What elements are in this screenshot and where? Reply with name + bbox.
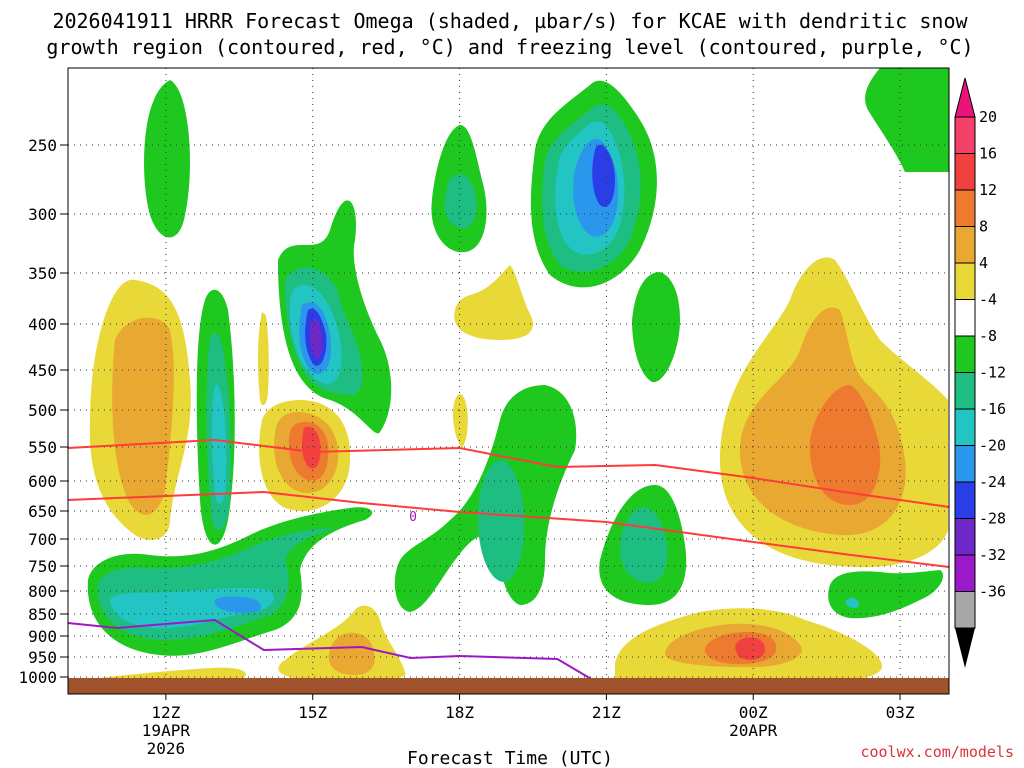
dendritic-contour-upper	[68, 438, 949, 508]
y-tick-label: 1000	[18, 668, 57, 687]
y-tick-label: 700	[28, 530, 57, 549]
y-tick-label: 650	[28, 502, 57, 521]
omega-region-pos4	[454, 265, 533, 340]
omega-region-neg12	[845, 597, 860, 609]
y-tick-label: 450	[28, 361, 57, 380]
omega-region-pos8	[112, 317, 174, 515]
colorbar-swatch	[954, 153, 976, 191]
omega-region-neg20	[592, 144, 615, 208]
omega-region-neg8	[478, 460, 525, 582]
x-tick-label: 00Z	[739, 703, 768, 722]
colorbar-bottom-arrow	[955, 628, 975, 668]
y-tick-label: 350	[28, 264, 57, 283]
freezing-level-contour	[68, 618, 754, 694]
dendritic-contour-lower	[68, 490, 949, 568]
omega-region-neg12	[211, 384, 227, 504]
omega-region-neg8	[444, 173, 477, 229]
colorbar-tick-label: -16	[979, 400, 1006, 418]
x-date-label: 19APR	[142, 721, 191, 740]
colorbar-top-arrow	[954, 77, 976, 118]
colorbar-tick-label: -12	[979, 364, 1006, 382]
colorbar-tick-label: 20	[979, 108, 997, 126]
x-tick-label: 18Z	[445, 703, 474, 722]
omega-region-neg24	[309, 318, 323, 359]
x-tick-label: 12Z	[151, 703, 180, 722]
x-tick-label: 03Z	[886, 703, 915, 722]
contours: 0	[68, 438, 949, 694]
colorbar-tick-label: 16	[979, 145, 997, 163]
y-tick-label: 800	[28, 582, 57, 601]
colorbar-tick-label: -4	[979, 291, 997, 309]
omega-region-neg4	[632, 272, 680, 383]
colorbar-swatch	[954, 554, 976, 592]
y-axis: 250 300 350 400 450 500 550 600 650 700 750 800 850 9…	[18, 136, 68, 687]
omega-region-pos16	[302, 426, 321, 469]
y-tick-label: 600	[28, 472, 57, 491]
colorbar-tick-label: -28	[979, 510, 1006, 528]
y-tick-label: 500	[28, 401, 57, 420]
y-tick-label: 250	[28, 136, 57, 155]
colorbar: 20 16 12 8 4 -4 -8 -12 -16 -20 -24 -28 -32 -36	[954, 77, 1006, 668]
plot-frame	[67, 67, 950, 695]
y-tick-label: 300	[28, 205, 57, 224]
x-date-label: 20APR	[729, 721, 778, 740]
colorbar-swatch	[954, 116, 976, 154]
colorbar-swatch	[954, 445, 976, 483]
y-tick-label: 900	[28, 627, 57, 646]
omega-region-neg16	[214, 596, 262, 613]
colorbar-tick-label: -8	[979, 327, 997, 345]
colorbar-tick-label: -24	[979, 473, 1006, 491]
chart-title-line2: growth region (contoured, red, °C) and f…	[46, 35, 973, 59]
colorbar-swatch	[954, 481, 976, 519]
colorbar-swatch	[954, 335, 976, 373]
omega-region-pos12	[809, 385, 881, 505]
plot-area: 0	[68, 68, 949, 694]
omega-region-neg4	[144, 80, 190, 238]
omega-region-pos16	[735, 637, 766, 660]
x-year-label: 2026	[147, 739, 186, 758]
colorbar-tick-label: 8	[979, 218, 988, 236]
colorbar-swatch	[954, 591, 976, 629]
colorbar-swatch	[954, 518, 976, 556]
y-tick-label: 750	[28, 557, 57, 576]
ground-surface	[68, 678, 949, 694]
colorbar-swatch	[954, 189, 976, 227]
colorbar-swatch	[954, 226, 976, 264]
chart-title-line1: 2026041911 HRRR Forecast Omega (shaded, …	[52, 9, 968, 33]
y-tick-label: 550	[28, 438, 57, 457]
colorbar-swatch	[954, 262, 976, 300]
credit-text: coolwx.com/models	[860, 743, 1014, 761]
y-tick-label: 850	[28, 605, 57, 624]
colorbar-swatch	[954, 408, 976, 446]
colorbar-tick-label: 12	[979, 181, 997, 199]
colorbar-tick-label: -32	[979, 546, 1006, 564]
freezing-level-label: 0	[409, 510, 417, 525]
omega-region-neg4	[865, 68, 949, 172]
omega-region-pos4	[258, 312, 269, 406]
x-tick-label: 15Z	[298, 703, 327, 722]
colorbar-tick-label: 4	[979, 254, 988, 272]
colorbar-swatch	[954, 299, 976, 337]
colorbar-tick-label: -36	[979, 583, 1006, 601]
y-tick-label: 400	[28, 315, 57, 334]
colorbar-swatch	[954, 372, 976, 410]
x-axis-label: Forecast Time (UTC)	[407, 748, 613, 768]
colorbar-tick-label: -20	[979, 437, 1006, 455]
grid	[68, 68, 949, 694]
x-tick-label: 21Z	[592, 703, 621, 722]
omega-region-pos8	[328, 632, 375, 675]
y-tick-label: 950	[28, 648, 57, 667]
omega-region-pos4	[452, 394, 468, 448]
